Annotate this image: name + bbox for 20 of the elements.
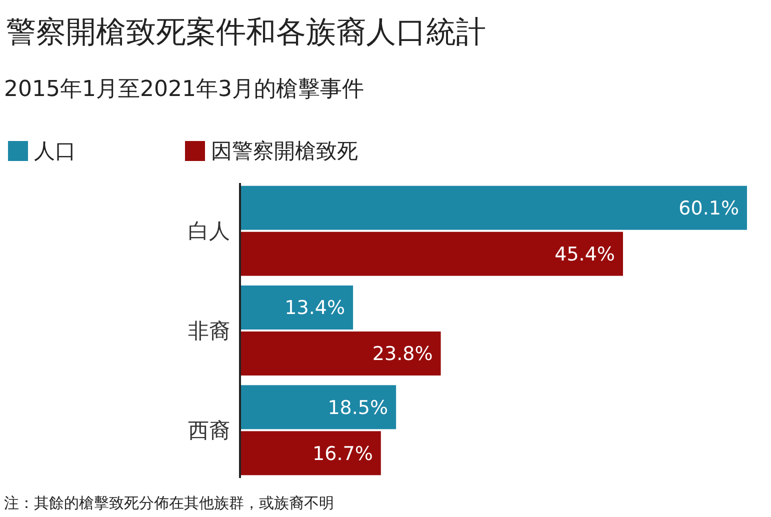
chart-title: 警察開槍致死案件和各族裔人口統計 bbox=[6, 15, 486, 50]
bar bbox=[240, 332, 441, 376]
data-label: 16.7% bbox=[312, 442, 373, 465]
chart-subtitle: 2015年1月至2021年3月的槍擊事件 bbox=[4, 77, 364, 102]
data-label: 60.1% bbox=[678, 197, 739, 220]
data-label: 23.8% bbox=[372, 343, 433, 366]
y-tick-label: 非裔 bbox=[188, 318, 230, 343]
data-label: 18.5% bbox=[328, 396, 388, 419]
text: 注：其餘的槍擊致死分佈在其他族群，或族裔不明 bbox=[4, 494, 334, 512]
bar bbox=[240, 286, 354, 330]
y-tick-label: 西裔 bbox=[188, 418, 230, 443]
bar bbox=[240, 186, 747, 230]
legend-label: 因警察開槍致死 bbox=[211, 139, 358, 163]
bar bbox=[240, 385, 396, 430]
y-tick-label: 白人 bbox=[188, 219, 230, 244]
bar bbox=[240, 431, 381, 476]
data-label: 45.4% bbox=[554, 243, 615, 266]
bar bbox=[240, 232, 623, 276]
data-label: 13.4% bbox=[284, 297, 346, 320]
legend-label: 人口 bbox=[34, 139, 76, 163]
